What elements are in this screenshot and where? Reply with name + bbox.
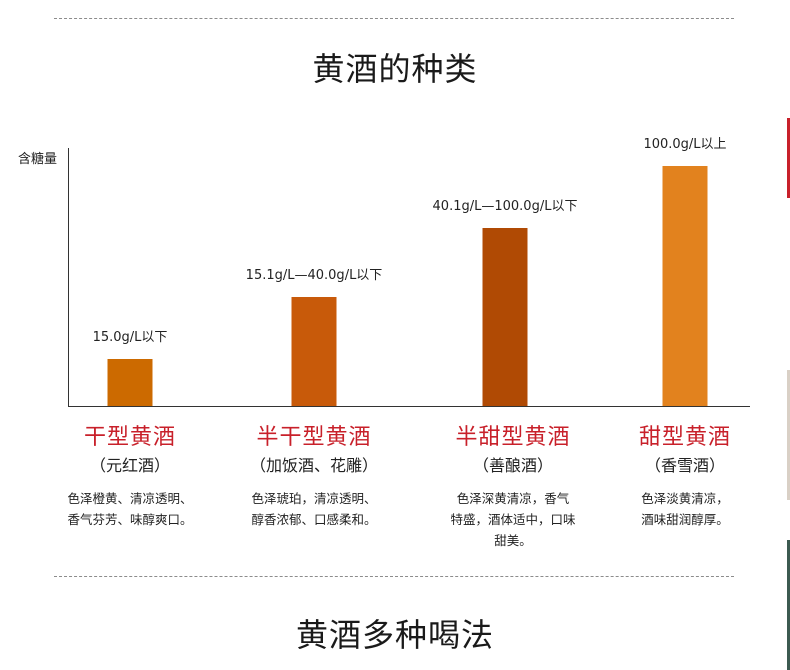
wine-type-description: 色泽橙黄、清凉透明、 香气芬芳、味醇爽口。 [30,488,230,530]
bar-value-label-3: 40.1g/L—100.0g/L以下 [433,199,578,214]
description-line: 特盛，酒体适中，口味 [450,512,576,527]
edge-photo-strip-2 [787,540,790,670]
wine-type-name: 半甜型黄酒 [455,425,571,450]
wine-type-3: 半甜型黄酒 （善酿酒） 色泽深黄清凉，香气 特盛，酒体适中，口味 甜美。 [413,424,613,551]
bar-value-label-2: 15.1g/L—40.0g/L以下 [246,268,383,283]
bar-2 [291,297,337,406]
bar-1 [107,359,153,406]
wine-type-name: 半干型黄酒 [256,425,372,450]
wine-type-description: 色泽淡黄清凉， 酒味甜润醇厚。 [585,488,785,530]
y-axis-label: 含糖量 [18,151,57,167]
next-section-title: 黄酒多种喝法 [295,616,494,654]
wine-type-alias: （香雪酒） [644,456,725,475]
description-line: 醇香浓郁、口感柔和。 [251,512,377,527]
description-line: 色泽深黄清凉，香气 [456,491,570,506]
wine-type-description: 色泽琥珀，清凉透明、 醇香浓郁、口感柔和。 [214,488,414,530]
edge-accent-bar [787,118,790,198]
bar-value-label-1: 15.0g/L以下 [93,330,168,345]
wine-type-1: 干型黄酒 （元红酒） 色泽橙黄、清凉透明、 香气芬芳、味醇爽口。 [30,424,230,530]
section-title: 黄酒的种类 [312,50,478,88]
description-line: 色泽淡黄清凉， [641,491,729,506]
bar-value-label-4: 100.0g/L以上 [643,137,726,152]
wine-type-alias: （元红酒） [89,456,170,475]
bar-3 [482,228,528,406]
wine-type-name: 甜型黄酒 [638,425,731,450]
bottom-divider [54,576,734,577]
description-line: 酒味甜润醇厚。 [641,512,729,527]
wine-type-alias: （加饭酒、花雕） [249,456,378,475]
description-line: 色泽琥珀，清凉透明、 [251,491,377,506]
bar-4 [662,166,708,406]
wine-type-description: 色泽深黄清凉，香气 特盛，酒体适中，口味 甜美。 [413,488,613,551]
description-line: 色泽橙黄、清凉透明、 [67,491,193,506]
top-divider [54,18,734,19]
description-line: 甜美。 [494,533,532,548]
wine-type-name: 干型黄酒 [83,425,176,450]
wine-type-2: 半干型黄酒 （加饭酒、花雕） 色泽琥珀，清凉透明、 醇香浓郁、口感柔和。 [214,424,414,530]
wine-type-alias: （善酿酒） [472,456,553,475]
edge-photo-strip [787,370,790,500]
sugar-content-chart: 含糖量 15.0g/L以下 15.1g/L—40.0g/L以下 40.1g/L—10… [18,137,750,407]
description-line: 香气芬芳、味醇爽口。 [67,512,193,527]
wine-type-4: 甜型黄酒 （香雪酒） 色泽淡黄清凉， 酒味甜润醇厚。 [585,424,785,530]
